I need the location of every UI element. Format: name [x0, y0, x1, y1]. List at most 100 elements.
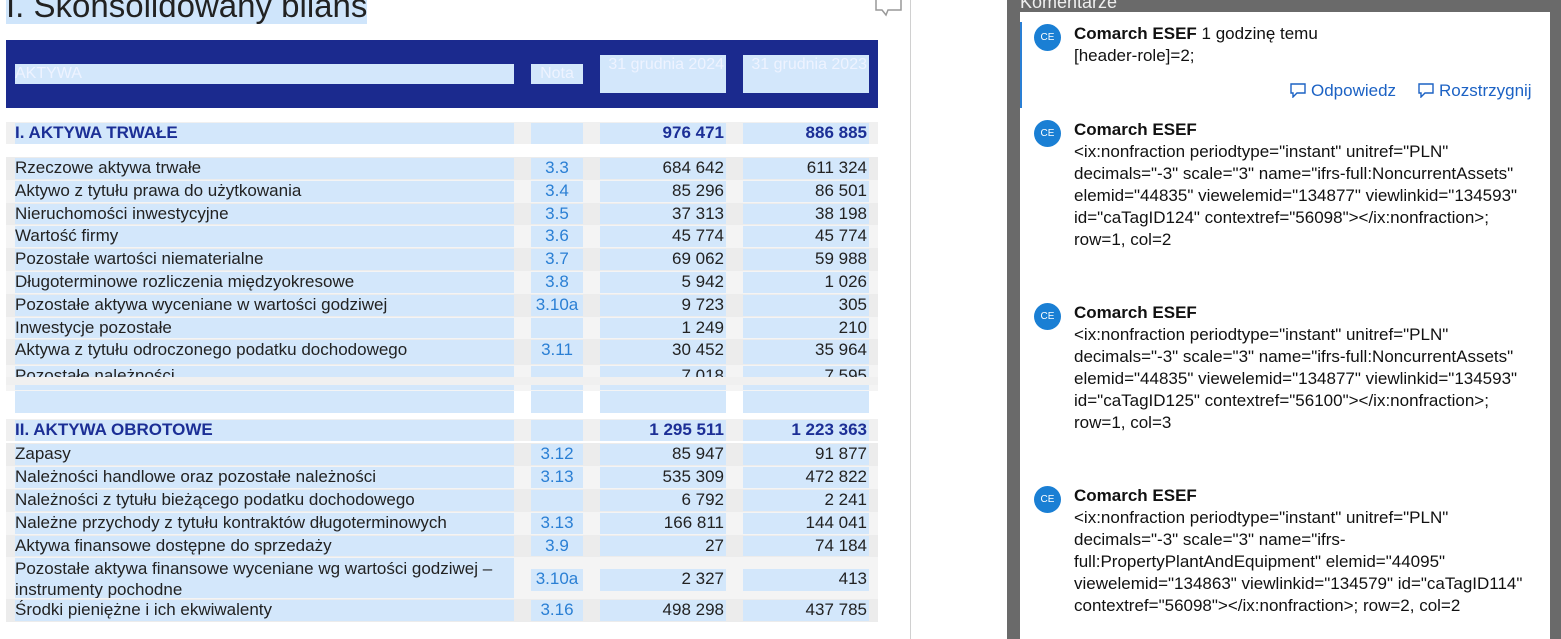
avatar: CE: [1034, 120, 1061, 147]
action-label[interactable]: Rozstrzygnij: [1439, 81, 1532, 100]
value-cell: 305: [743, 294, 869, 316]
value-cell: 210: [743, 317, 869, 339]
empty-cell: [743, 391, 869, 414]
section-value: 886 885: [743, 123, 869, 144]
section-value: 976 471: [600, 123, 726, 144]
row-label: Nieruchomości inwestycyjne: [15, 203, 514, 225]
value-cell: 1 026: [743, 272, 869, 293]
note-ref: 3.8: [531, 272, 583, 293]
avatar: CE: [1034, 303, 1061, 330]
row-label: Pozostałe aktywa wyceniane w wartości go…: [15, 294, 514, 316]
row-label: Pozostałe aktywa finansowe wyceniane wg …: [15, 558, 514, 599]
row-label: Wartość firmy: [15, 226, 514, 248]
page-edge: [910, 0, 911, 639]
row-label: Aktywo z tytułu prawa do użytkowania: [15, 180, 514, 202]
value-cell: 37 313: [600, 203, 726, 225]
value-cell: 35 964: [743, 340, 869, 365]
value-cell: 30 452: [600, 340, 726, 365]
value-cell: 45 774: [743, 226, 869, 248]
comments-panel: [1020, 12, 1550, 639]
note-ref: 3.4: [531, 180, 583, 202]
row-label: Rzeczowe aktywa trwałe: [15, 158, 514, 179]
section-value: 1 295 511: [600, 420, 726, 442]
action-button[interactable]: Odpowiedz: [1289, 80, 1396, 102]
header-cell: AKTYWA: [15, 64, 514, 84]
value-cell: 2 327: [600, 569, 726, 592]
comment-text: <ix:nonfraction periodtype="instant" uni…: [1074, 508, 1523, 615]
row-label: Aktywa finansowe dostępne do sprzedaży: [15, 535, 514, 557]
avatar: CE: [1034, 486, 1061, 513]
value-cell: 85 296: [600, 180, 726, 202]
note-ref: 3.3: [531, 158, 583, 179]
value-cell: 144 041: [743, 512, 869, 534]
note-ref: [531, 490, 583, 511]
header-cell: 31 grudnia 2023: [743, 55, 869, 93]
note-ref: 3.10a: [531, 569, 583, 592]
header-cell: 31 grudnia 2024: [600, 55, 726, 93]
value-cell: 69 062: [600, 249, 726, 270]
comment-header: Comarch ESEF 1 godzinę temu: [1074, 23, 1544, 45]
author: Comarch ESEF: [1074, 303, 1197, 322]
row-label: Zapasy: [15, 444, 514, 466]
empty-cell: [531, 420, 583, 442]
empty-cell: [531, 391, 583, 414]
value-cell: 9 723: [600, 294, 726, 316]
thread-marker: [1020, 22, 1022, 108]
comment-header: Comarch ESEF: [1074, 485, 1544, 507]
section-title: II. AKTYWA OBROTOWE: [15, 420, 514, 442]
row-label: Inwestycje pozostałe: [15, 317, 514, 339]
value-cell: 45 774: [600, 226, 726, 248]
row-label: Środki pieniężne i ich ekwiwalenty: [15, 600, 514, 622]
row-label: Aktywa z tytułu odroczonego podatku doch…: [15, 340, 514, 365]
action-icon: [1290, 83, 1306, 99]
comment-icon[interactable]: [874, 0, 904, 18]
action-button[interactable]: Rozstrzygnij: [1417, 80, 1532, 102]
action-icon: [1418, 83, 1434, 99]
note-ref: 3.5: [531, 203, 583, 225]
row-label: Pozostałe wartości niematerialne: [15, 249, 514, 270]
empty-cell: [600, 391, 726, 414]
comments-pane: Komentarze: [1007, 0, 1561, 639]
value-cell: 413: [743, 569, 869, 592]
value-cell: 472 822: [743, 467, 869, 488]
comment-text: <ix:nonfraction periodtype="instant" uni…: [1074, 325, 1518, 432]
row-label: Należności z tytułu bieżącego podatku do…: [15, 490, 514, 511]
note-ref: 3.13: [531, 467, 583, 488]
value-cell: 498 298: [600, 600, 726, 622]
title-text: I. Skonsolidowany bilans: [6, 0, 368, 24]
value-cell: 74 184: [743, 535, 869, 557]
note-ref: 3.12: [531, 444, 583, 466]
comment-text: [header-role]=2;: [1074, 46, 1195, 65]
author: Comarch ESEF: [1074, 24, 1197, 43]
section-value: 1 223 363: [743, 420, 869, 442]
value-cell: 684 642: [600, 158, 726, 179]
note-ref: 3.13: [531, 512, 583, 534]
note-ref: 3.7: [531, 249, 583, 270]
comment-header: Comarch ESEF: [1074, 302, 1544, 324]
row-label: Należności handlowe oraz pozostałe należ…: [15, 467, 514, 488]
author: Comarch ESEF: [1074, 120, 1197, 139]
value-cell: 2 241: [743, 490, 869, 511]
value-cell: 437 785: [743, 600, 869, 622]
note-ref: 3.16: [531, 600, 583, 622]
note-ref: 3.6: [531, 226, 583, 248]
value-cell: 6 792: [600, 490, 726, 511]
pane-title: Komentarze: [1020, 0, 1118, 12]
note-ref: 3.11: [531, 340, 583, 365]
empty-cell: [15, 391, 514, 414]
value-cell: 1 249: [600, 317, 726, 339]
value-cell: 85 947: [600, 444, 726, 466]
empty-cell: [531, 123, 583, 144]
value-cell: 86 501: [743, 180, 869, 202]
note-ref: 3.10a: [531, 294, 583, 316]
action-label[interactable]: Odpowiedz: [1311, 81, 1397, 100]
value-cell: 611 324: [743, 158, 869, 179]
comment-text: <ix:nonfraction periodtype="instant" uni…: [1074, 142, 1518, 249]
value-cell: 38 198: [743, 203, 869, 225]
value-cell: 91 877: [743, 444, 869, 466]
section-title: I. AKTYWA TRWAŁE: [15, 123, 514, 144]
time: 1 godzinę temu: [1201, 24, 1318, 43]
note-ref: [531, 317, 583, 339]
value-cell: 27: [600, 535, 726, 557]
